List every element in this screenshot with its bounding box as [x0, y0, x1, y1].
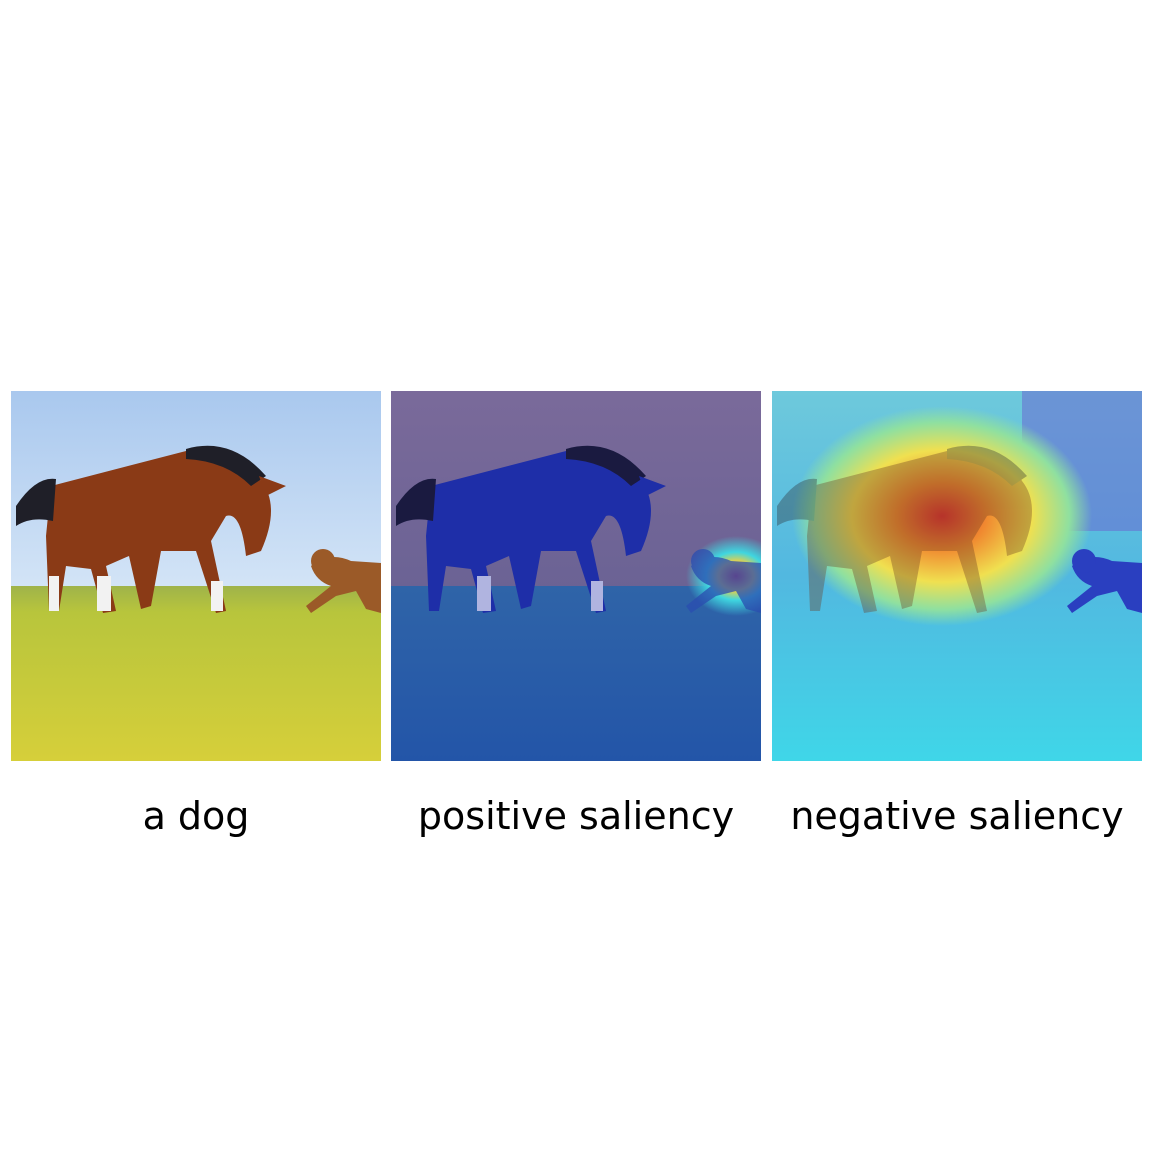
horse: [16, 445, 286, 613]
positive-saliency-image: [391, 391, 761, 761]
caption-negative-saliency: negative saliency: [790, 794, 1124, 838]
dog: [1067, 549, 1142, 613]
original-image: [11, 391, 381, 761]
dog: [306, 549, 381, 613]
grass-field: [11, 586, 381, 761]
caption-original: a dog: [142, 794, 250, 838]
negative-saliency-image: [772, 391, 1142, 761]
dog: [686, 549, 761, 613]
horse: [777, 445, 1032, 613]
grass-field: [391, 586, 761, 761]
saliency-hotspot: [792, 406, 1092, 626]
horse: [396, 445, 666, 613]
horse-and-dog-photo: [391, 391, 761, 761]
horse-and-dog-photo: [772, 391, 1142, 761]
horse-and-dog-photo: [11, 391, 381, 761]
caption-positive-saliency: positive saliency: [417, 794, 735, 838]
